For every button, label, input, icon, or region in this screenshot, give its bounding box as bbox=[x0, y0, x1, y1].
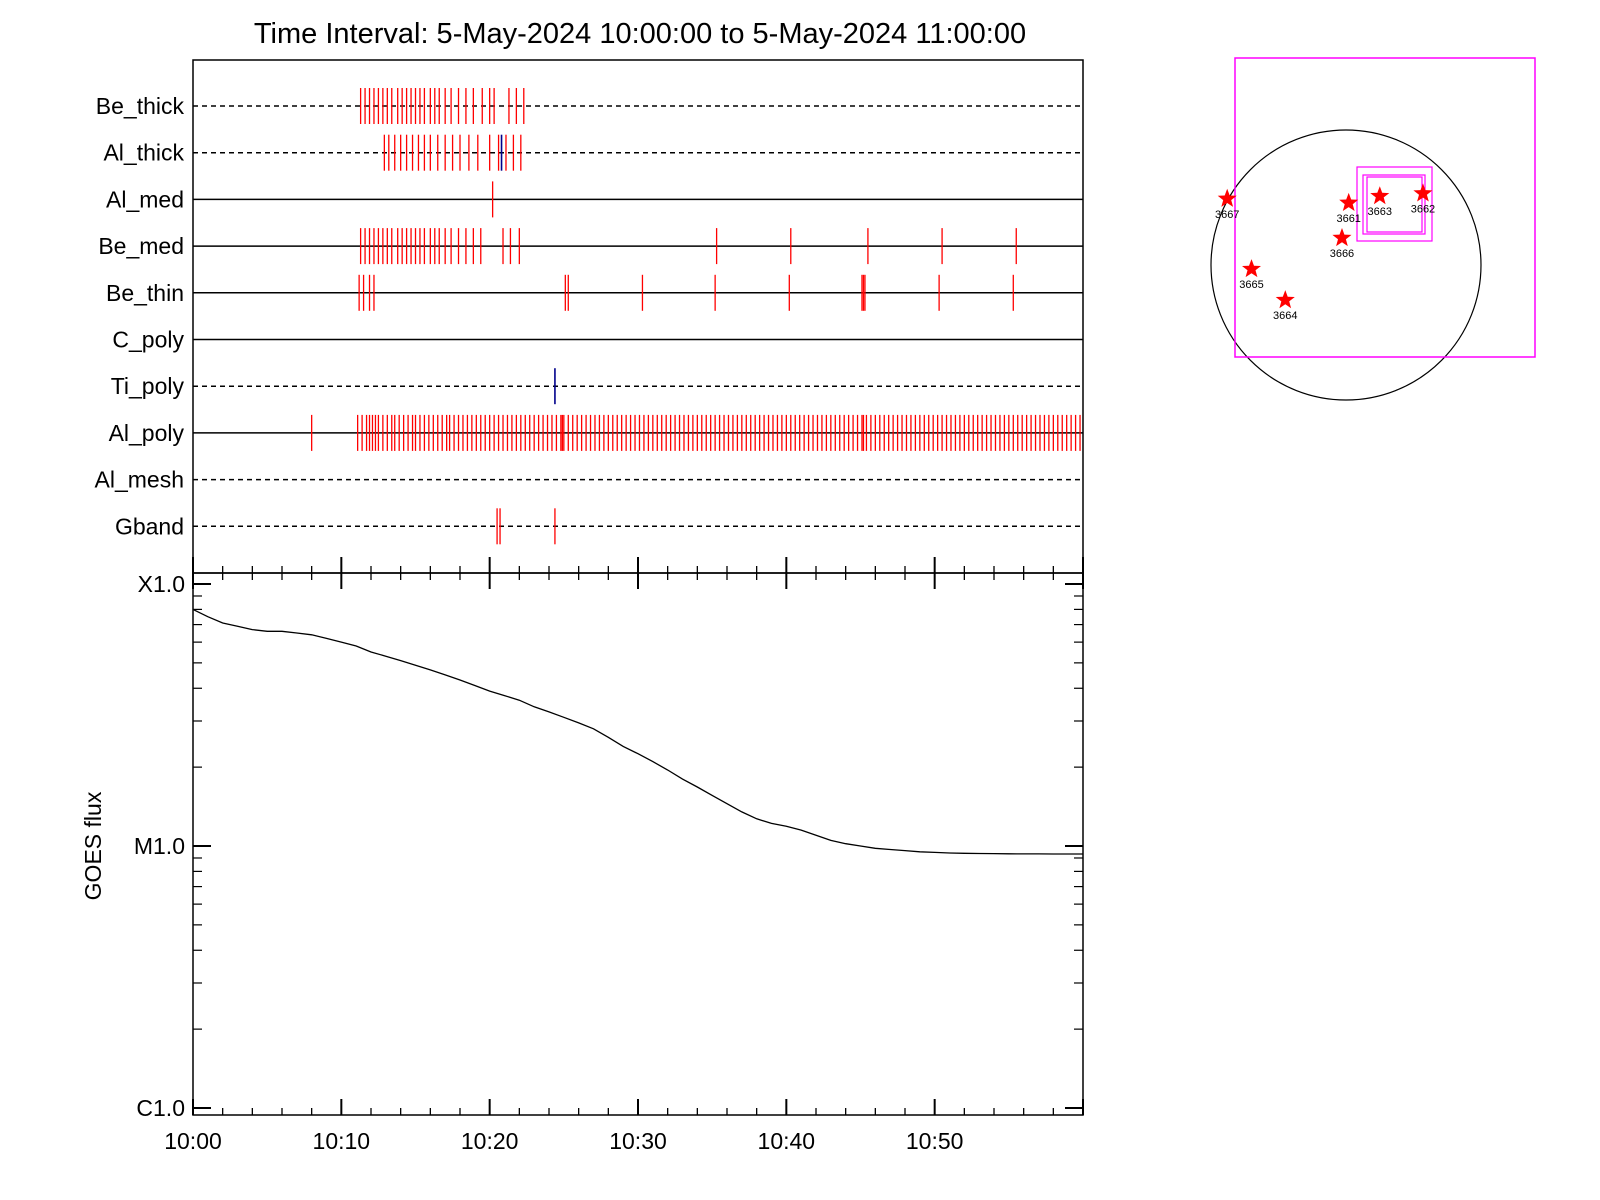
active-region-star bbox=[1413, 183, 1433, 202]
fov-box bbox=[1362, 174, 1426, 235]
solar-disk-panel: 3667 3661 3663 3662 3666 3665 3664 bbox=[1210, 57, 1536, 401]
x-tick-label: 10:50 bbox=[906, 1128, 964, 1154]
active-region-label: 3663 bbox=[1368, 206, 1392, 218]
row-label: Be_thick bbox=[96, 93, 185, 119]
x-tick-label: 10:20 bbox=[461, 1128, 519, 1154]
active-region-star bbox=[1332, 228, 1352, 247]
active-region-star bbox=[1275, 290, 1295, 309]
solar-limb bbox=[1210, 129, 1482, 401]
fov-box bbox=[1234, 57, 1536, 358]
row-label: Be_thin bbox=[106, 280, 184, 306]
y-tick-label: M1.0 bbox=[134, 833, 185, 859]
active-region-label: 3666 bbox=[1330, 248, 1354, 260]
y-tick-label: X1.0 bbox=[138, 571, 185, 597]
active-region-star bbox=[1370, 186, 1390, 205]
y-axis-label: GOES flux bbox=[80, 791, 106, 900]
x-tick-label: 10:30 bbox=[609, 1128, 667, 1154]
fov-box bbox=[1356, 166, 1433, 242]
x-tick-label: 10:40 bbox=[758, 1128, 816, 1154]
row-label: C_poly bbox=[112, 327, 184, 353]
row-label: Al_thick bbox=[103, 140, 184, 166]
row-label: Al_mesh bbox=[95, 467, 184, 493]
goes-flux-line bbox=[192, 608, 1083, 855]
active-region-label: 3661 bbox=[1336, 213, 1360, 225]
active-region-star bbox=[1339, 192, 1359, 211]
active-region-label: 3664 bbox=[1273, 310, 1297, 322]
timeline-frame bbox=[192, 59, 1084, 574]
active-region-star bbox=[1217, 188, 1237, 207]
active-region-label: 3667 bbox=[1215, 209, 1239, 221]
filter-timeline-panel: Be_thick Al_thick Al_med Be_med Be_thin C_pol… bbox=[95, 59, 1084, 574]
row-label: Al_med bbox=[106, 186, 184, 212]
x-tick-label: 10:10 bbox=[313, 1128, 371, 1154]
row-label: Be_med bbox=[98, 233, 184, 259]
row-label: Ti_poly bbox=[111, 373, 185, 399]
goes-frame bbox=[192, 572, 1084, 1116]
goes-flux-panel: 10:00 10:10 10:20 10:30 10:40 10:50 X1.0 M1.0 C1… bbox=[80, 557, 1084, 1154]
row-label: Al_poly bbox=[109, 420, 185, 446]
x-tick-label: 10:00 bbox=[164, 1128, 222, 1154]
y-tick-label: C1.0 bbox=[136, 1095, 185, 1121]
active-region-star bbox=[1242, 259, 1261, 278]
chart-title: Time Interval: 5-May-2024 10:00:00 to 5-… bbox=[254, 18, 1026, 50]
active-region-label: 3665 bbox=[1239, 279, 1263, 291]
active-region-label: 3662 bbox=[1411, 203, 1435, 215]
row-label: Gband bbox=[115, 513, 184, 539]
fov-box bbox=[1366, 176, 1423, 233]
